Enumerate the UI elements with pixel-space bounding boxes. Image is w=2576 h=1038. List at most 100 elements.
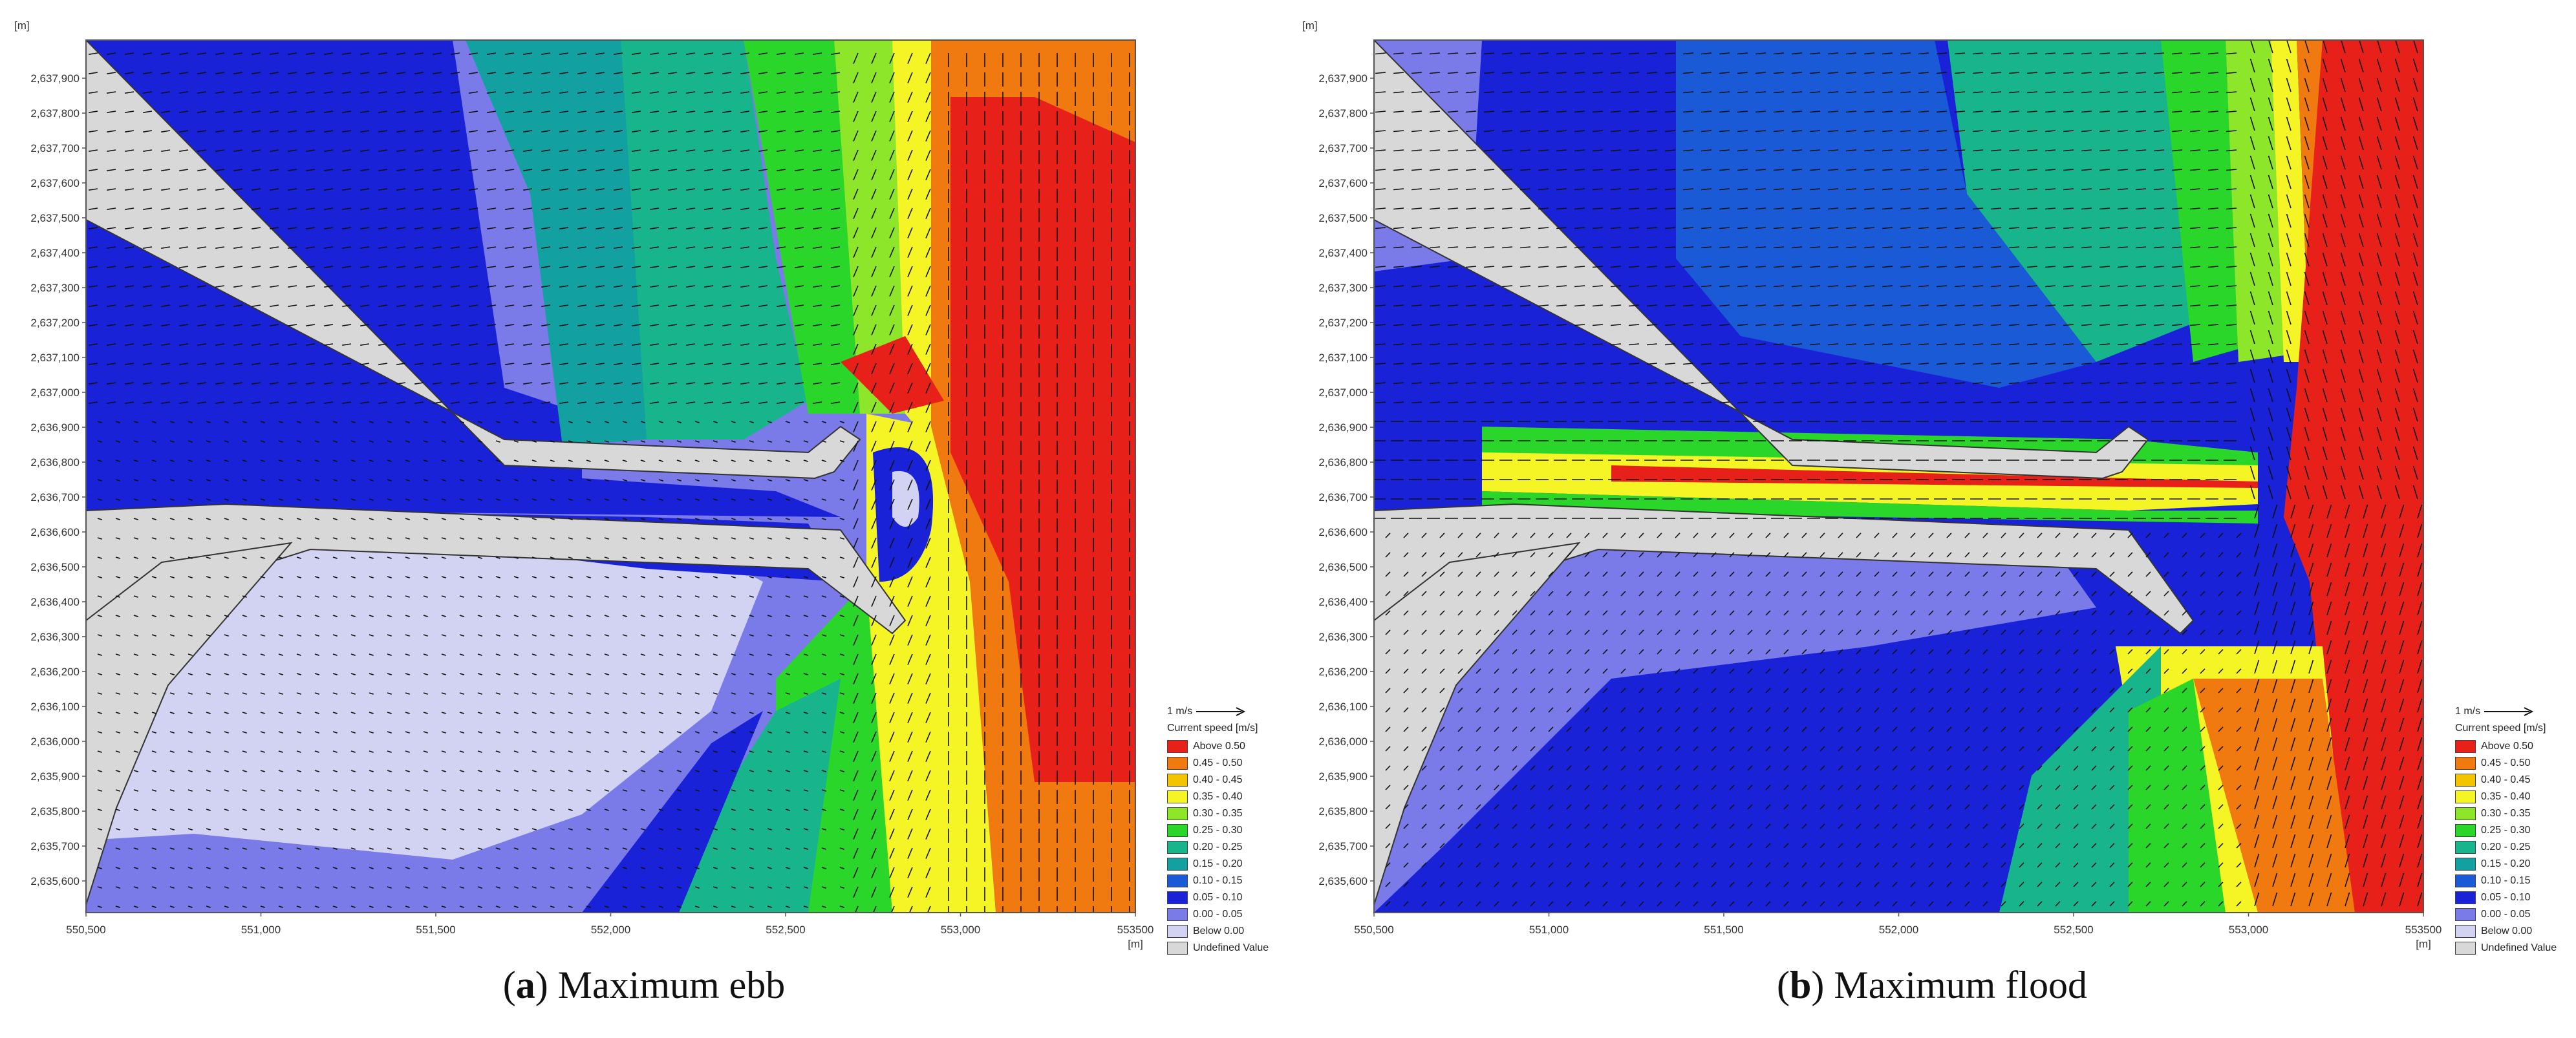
vector-arrow	[233, 169, 243, 171]
vector-arrow	[143, 285, 153, 288]
vector-arrow	[441, 809, 446, 811]
vector-arrow	[1375, 266, 1386, 268]
vector-arrow	[658, 847, 663, 850]
vector-arrow	[1411, 227, 1422, 229]
vector-arrow	[1719, 188, 1730, 191]
vector-arrow	[2099, 382, 2110, 385]
vector-arrow	[2182, 765, 2187, 771]
legend-swatch	[1167, 790, 1188, 803]
vector-arrow	[224, 615, 229, 617]
vector-arrow	[197, 266, 207, 268]
vector-arrow	[1610, 304, 1622, 307]
vector-arrow	[831, 91, 841, 94]
vector-arrow	[1519, 266, 1531, 268]
vector-arrow	[2272, 620, 2278, 635]
vector-arrow	[107, 401, 116, 404]
x-tick-label: 552,000	[591, 924, 630, 936]
vector-arrow	[197, 246, 207, 249]
vector-arrow	[1918, 227, 1929, 229]
vector-arrow	[2001, 746, 2006, 752]
vector-arrow	[2286, 330, 2292, 344]
vector-arrow	[1990, 285, 2002, 288]
vector-arrow	[2304, 213, 2310, 228]
vector-arrow	[1411, 285, 1422, 288]
vector-arrow	[550, 421, 555, 423]
vector-arrow	[1501, 111, 1513, 113]
vector-arrow	[686, 91, 696, 94]
vector-arrow	[907, 266, 913, 277]
vector-arrow	[1701, 91, 1712, 94]
vector-arrow	[97, 498, 102, 501]
vector-arrow	[1574, 266, 1585, 268]
vector-arrow	[278, 498, 283, 501]
vector-arrow	[1892, 533, 1898, 538]
vector-arrow	[1946, 571, 1952, 577]
vector-arrow	[278, 847, 283, 850]
vector-arrow	[441, 692, 446, 695]
vector-arrow	[233, 285, 243, 288]
vector-arrow	[2322, 136, 2328, 151]
vector-arrow	[1657, 571, 1662, 577]
vector-arrow	[260, 595, 265, 598]
vector-arrow	[1664, 304, 1676, 307]
legend-label: 0.10 - 0.15	[1193, 875, 1243, 886]
vector-arrow	[1657, 785, 1662, 790]
vector-arrow	[1928, 765, 1934, 771]
vector-arrow	[206, 770, 211, 772]
vector-arrow	[477, 537, 482, 540]
vector-arrow	[252, 401, 261, 404]
vector-arrow	[1592, 188, 1604, 191]
vector-arrow	[1501, 324, 1513, 326]
vector-arrow	[2290, 543, 2296, 558]
vector-arrow	[1538, 111, 1549, 113]
vector-arrow	[1838, 533, 1843, 538]
vector-arrow	[1538, 91, 1549, 94]
vector-arrow	[2290, 698, 2296, 713]
vector-arrow	[2200, 630, 2206, 635]
vector-arrow	[2399, 717, 2405, 732]
vector-arrow	[414, 246, 424, 249]
vector-arrow	[288, 382, 297, 385]
vector-arrow	[640, 440, 645, 443]
vector-arrow	[2308, 582, 2314, 597]
vector-arrow	[1411, 111, 1422, 113]
vector-arrow	[1972, 188, 1984, 191]
vector-arrow	[2340, 194, 2346, 209]
vector-arrow	[1773, 266, 1785, 268]
vector-arrow	[523, 52, 533, 55]
vector-arrow	[2153, 382, 2165, 385]
vector-arrow	[1538, 52, 1549, 55]
vector-arrow	[1972, 343, 1984, 346]
vector-arrow	[2399, 582, 2405, 597]
vector-arrow	[513, 421, 519, 423]
vector-arrow	[676, 828, 682, 831]
vector-arrow	[1538, 72, 1549, 74]
vector-arrow	[694, 789, 700, 792]
vector-arrow	[2286, 252, 2292, 267]
vector-arrow	[586, 770, 591, 772]
vector-arrow	[350, 440, 356, 443]
vector-arrow	[1791, 111, 1803, 113]
vector-arrow	[332, 518, 338, 520]
vector-arrow	[1501, 304, 1513, 307]
vector-arrow	[1429, 52, 1441, 55]
vector-arrow	[1928, 649, 1934, 655]
vector-arrow	[1439, 688, 1445, 694]
vector-arrow	[423, 712, 428, 714]
vector-arrow	[658, 692, 663, 695]
vector-arrow	[541, 111, 551, 113]
vector-arrow	[215, 285, 225, 288]
vector-arrow	[2326, 562, 2332, 577]
vector-arrow	[907, 285, 913, 297]
vector-arrow	[1791, 246, 1803, 249]
vector-arrow	[1729, 533, 1735, 538]
vector-arrow	[853, 266, 859, 277]
vector-arrow	[795, 324, 804, 326]
vector-arrow	[2109, 630, 2115, 635]
vector-arrow	[2081, 188, 2092, 191]
vector-arrow	[853, 460, 859, 471]
vector-arrow	[505, 227, 515, 229]
vector-arrow	[1393, 363, 1404, 365]
vector-arrow	[2322, 155, 2328, 170]
vector-arrow	[568, 653, 573, 656]
